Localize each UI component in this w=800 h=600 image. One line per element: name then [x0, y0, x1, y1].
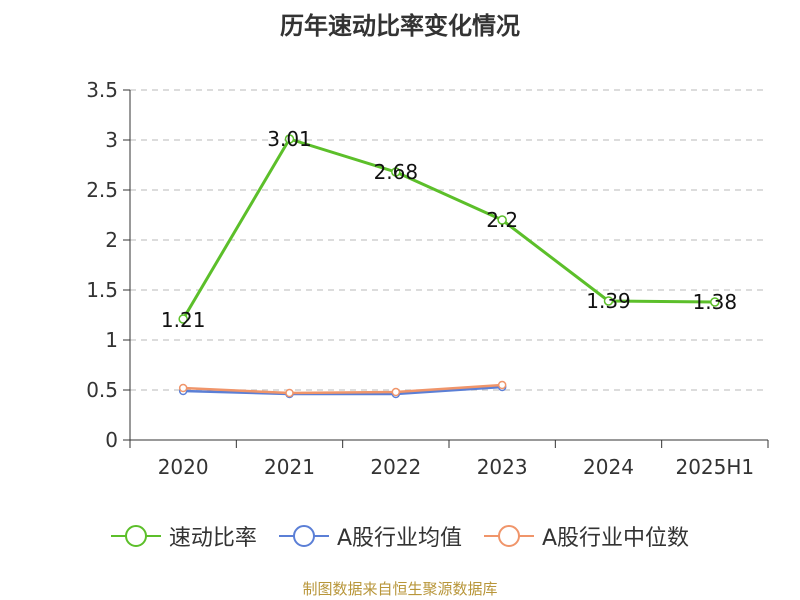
y-tick-label-4: 2 [105, 228, 118, 252]
legend-item-industry-median[interactable]: A股行业中位数 [484, 520, 689, 552]
legend-item-industry-mean[interactable]: A股行业均值 [278, 520, 462, 552]
y-tick-label-6: 3 [105, 128, 118, 152]
x-tick-label-2020: 2020 [158, 455, 209, 479]
series-0-point-2025H1 [710, 297, 720, 307]
data-label-2023: 2.2 [486, 208, 518, 232]
series-0-point-2024 [603, 296, 614, 306]
y-tick-label-5: 2.5 [86, 178, 118, 202]
legend-label-industry-mean: A股行业均值 [336, 526, 462, 551]
data-label-2025H1: 1.38 [693, 290, 738, 314]
legend: 速动比率 A股行业均值 A股行业中位数 [0, 520, 800, 552]
x-tick-label-2024: 2024 [583, 455, 634, 479]
series-0-point-2020 [178, 314, 188, 324]
x-tick-label-2023: 2023 [477, 455, 528, 479]
series-2-point-2023 [497, 380, 507, 390]
legend-label-quick-ratio: 速动比率 [168, 526, 257, 551]
series-0-point-2021 [284, 134, 295, 144]
y-tick-label-3: 1.5 [86, 278, 118, 302]
data-label-2022: 2.68 [374, 160, 419, 184]
x-tick-label-2025H1: 2025H1 [675, 455, 754, 479]
y-tick-label-0: 0 [105, 428, 118, 452]
legend-swatch-industry-median [484, 525, 534, 547]
series-line-2 [183, 383, 503, 395]
legend-swatch-quick-ratio [110, 525, 161, 547]
legend-swatch-industry-mean [278, 525, 329, 547]
y-tick-label-1: 0.5 [86, 378, 118, 402]
data-label-2021: 3.01 [267, 127, 312, 151]
x-tick-label-2022: 2022 [370, 455, 421, 479]
series-2-point-2021 [285, 388, 294, 398]
chart-title: 历年速动比率变化情况 [280, 12, 520, 40]
series-0-point-2023 [497, 215, 507, 225]
series-2-point-2022 [391, 387, 401, 397]
source-note: 制图数据来自恒生聚源数据库 [302, 580, 498, 598]
series-0-point-2022 [391, 167, 401, 177]
series-line-1 [183, 385, 503, 396]
legend-item-quick-ratio[interactable]: 速动比率 [110, 520, 257, 552]
x-tick-label-2021: 2021 [264, 455, 315, 479]
y-tick-label-2: 1 [105, 328, 118, 352]
y-tick-label-7: 3.5 [86, 78, 118, 102]
series-line-0 [181, 137, 715, 320]
series-2-point-2020 [178, 383, 188, 393]
data-label-2020: 1.21 [161, 308, 206, 332]
data-label-2024: 1.39 [586, 289, 631, 313]
legend-label-industry-median: A股行业中位数 [542, 526, 690, 551]
